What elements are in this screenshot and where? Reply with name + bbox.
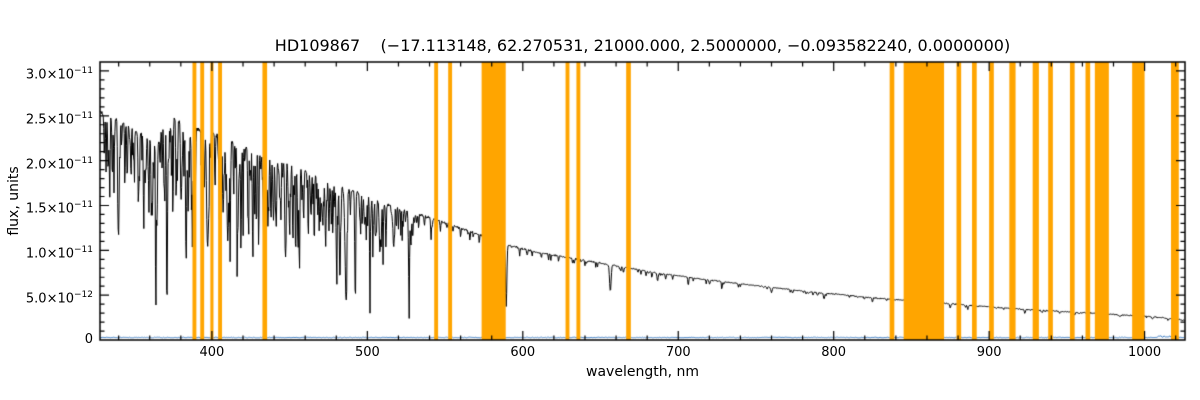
x-tick-label: 700 xyxy=(665,345,691,360)
x-axis-title: wavelength, nm xyxy=(586,364,699,380)
y-tick-label: 2.5×10−11 xyxy=(25,110,93,128)
plot-title: HD109867 (−17.113148, 62.270531, 21000.0… xyxy=(274,36,1011,55)
y-tick-label: 1.0×10−11 xyxy=(25,245,93,262)
y-tick-label: 3.0×10−11 xyxy=(25,65,93,83)
x-tick-label: 400 xyxy=(199,345,225,360)
x-tick-label: 900 xyxy=(976,345,1002,360)
x-tick-label: 600 xyxy=(510,345,536,360)
x-tick-label: 1000 xyxy=(1128,345,1162,360)
y-tick-label: 1.5×10−11 xyxy=(25,200,93,217)
x-tick-label: 800 xyxy=(821,345,847,360)
y-tick-label: 2.0×10−11 xyxy=(25,155,93,172)
y-tick-label: 0 xyxy=(84,332,93,347)
y-tick-label: 5.0×10−12 xyxy=(25,290,93,307)
x-tick-label: 500 xyxy=(354,345,380,360)
